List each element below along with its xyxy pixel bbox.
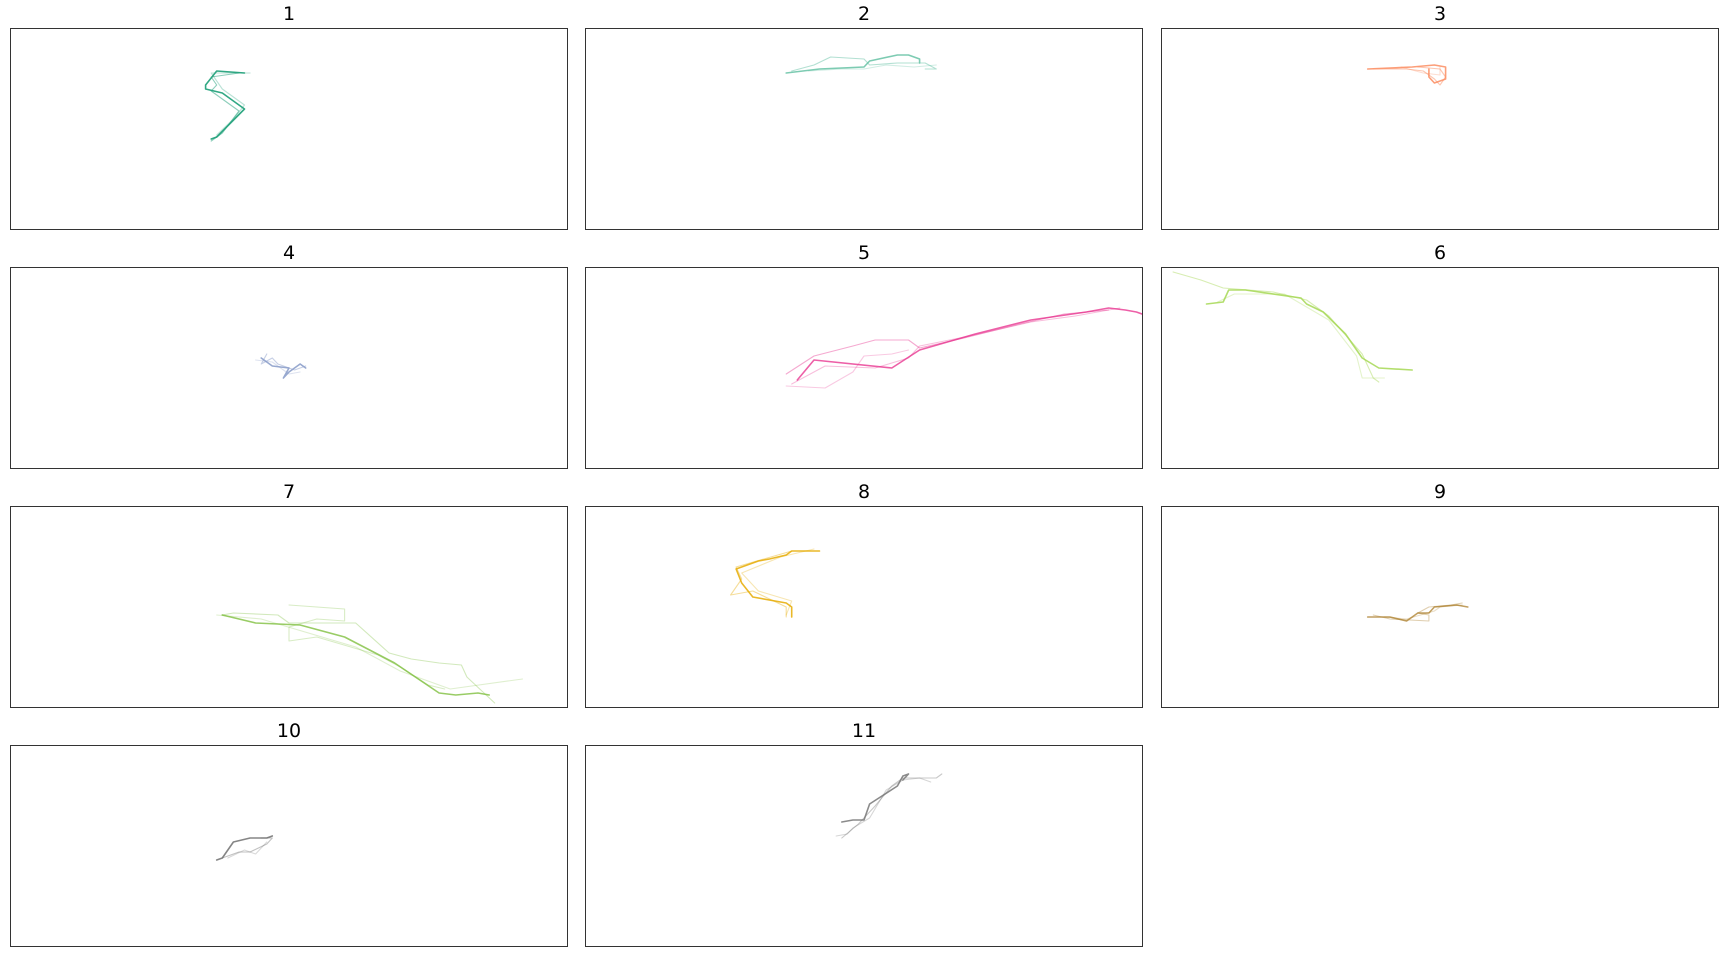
track-plot bbox=[255, 353, 307, 379]
plot-area bbox=[10, 506, 568, 708]
panel-4: 4 bbox=[10, 239, 568, 469]
track-line bbox=[1383, 604, 1463, 620]
track-plot bbox=[785, 307, 1142, 389]
track-plot bbox=[1172, 271, 1413, 383]
plot-area bbox=[585, 745, 1143, 947]
panel-9: 9 bbox=[1161, 478, 1719, 708]
track-line bbox=[1217, 293, 1385, 379]
track-line bbox=[1372, 602, 1463, 622]
panel-title: 11 bbox=[851, 720, 877, 742]
track-line bbox=[1205, 289, 1413, 371]
track-line bbox=[288, 604, 446, 690]
panel-title: 10 bbox=[276, 720, 302, 742]
panel-title: 1 bbox=[282, 3, 296, 25]
track-line bbox=[1372, 66, 1447, 86]
track-line bbox=[260, 357, 307, 379]
panel-title: 3 bbox=[1433, 3, 1447, 25]
track-line bbox=[215, 835, 274, 861]
track-line bbox=[204, 70, 246, 140]
track-line bbox=[807, 64, 937, 72]
track-plot bbox=[204, 70, 251, 142]
panel-title: 2 bbox=[857, 3, 871, 25]
track-plot bbox=[1366, 64, 1447, 86]
plot-area bbox=[585, 28, 1143, 230]
track-line bbox=[741, 548, 815, 616]
track-line bbox=[735, 550, 821, 618]
track-line bbox=[791, 307, 1121, 385]
track-line bbox=[791, 56, 937, 72]
track-line bbox=[227, 841, 268, 859]
plot-area bbox=[10, 267, 568, 469]
track-line bbox=[260, 353, 307, 371]
track-line bbox=[835, 777, 932, 837]
panel-3: 3 bbox=[1161, 0, 1719, 230]
panel-title: 9 bbox=[1433, 481, 1447, 503]
panel-1: 1 bbox=[10, 0, 568, 230]
track-line bbox=[1172, 271, 1380, 383]
track-line bbox=[1400, 66, 1441, 76]
panel-title: 5 bbox=[857, 242, 871, 264]
panel-8: 8 bbox=[585, 478, 1143, 708]
track-line bbox=[785, 309, 1110, 375]
track-plot bbox=[730, 548, 821, 618]
track-plot bbox=[216, 604, 524, 704]
plot-area bbox=[1161, 267, 1719, 469]
track-line bbox=[255, 359, 301, 375]
panel-7: 7 bbox=[10, 478, 568, 708]
plot-area bbox=[10, 28, 568, 230]
plot-area bbox=[10, 745, 568, 947]
track-line bbox=[785, 54, 921, 74]
track-plot bbox=[1366, 602, 1469, 622]
track-line bbox=[221, 837, 273, 859]
track-plot bbox=[215, 835, 274, 861]
plot-area bbox=[1161, 506, 1719, 708]
panel-5: 5 bbox=[585, 239, 1143, 469]
panel-2: 2 bbox=[585, 0, 1143, 230]
panel-title: 7 bbox=[282, 481, 296, 503]
plot-area bbox=[1161, 28, 1719, 230]
track-line bbox=[841, 773, 943, 839]
track-line bbox=[785, 349, 910, 389]
panel-title: 6 bbox=[1433, 242, 1447, 264]
track-line bbox=[1366, 604, 1469, 622]
panel-6: 6 bbox=[1161, 239, 1719, 469]
track-plot bbox=[835, 773, 943, 839]
track-plot bbox=[785, 54, 937, 74]
track-line bbox=[730, 550, 793, 618]
track-line bbox=[221, 612, 496, 704]
track-line bbox=[796, 307, 1142, 381]
panel-title: 4 bbox=[282, 242, 296, 264]
track-line bbox=[210, 72, 251, 136]
plot-area bbox=[585, 506, 1143, 708]
panel-title: 8 bbox=[857, 481, 871, 503]
track-line bbox=[1366, 64, 1447, 84]
panel-11: 11 bbox=[585, 717, 1143, 947]
track-line bbox=[210, 72, 240, 142]
panel-10: 10 bbox=[10, 717, 568, 947]
track-line bbox=[221, 614, 491, 696]
plot-area bbox=[585, 267, 1143, 469]
track-line bbox=[216, 614, 524, 690]
track-line bbox=[841, 773, 910, 823]
